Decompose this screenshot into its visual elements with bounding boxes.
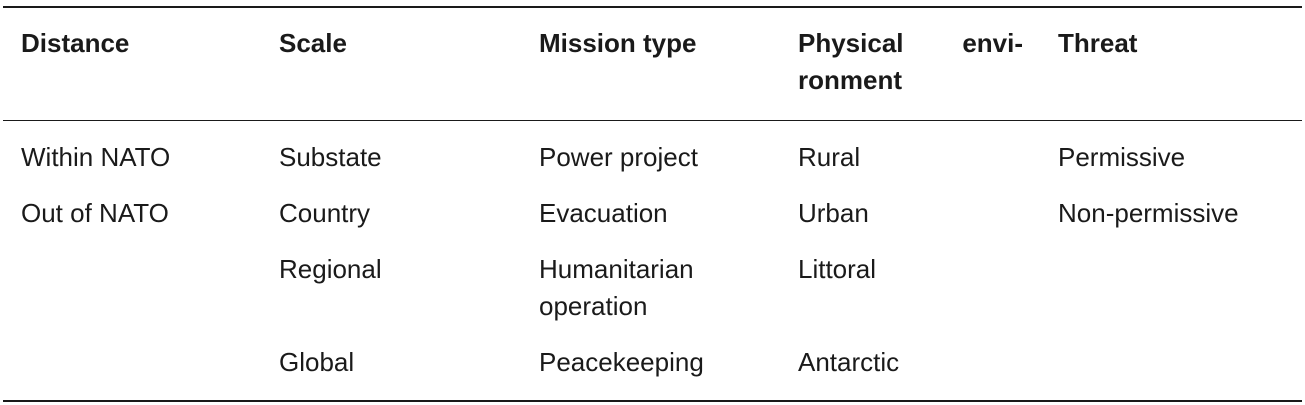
header-ronment-fragment: ronment bbox=[798, 65, 902, 95]
bottom-rule bbox=[3, 400, 1302, 402]
scale-cell: Global bbox=[279, 347, 355, 377]
scale-cell: Country bbox=[279, 198, 371, 228]
header-physical-environment-line1: Physical envi- bbox=[798, 25, 1023, 62]
top-rule bbox=[3, 6, 1302, 8]
header-mission-type: Mission type bbox=[539, 28, 697, 58]
threat-cell: Permissive bbox=[1058, 142, 1186, 172]
header-distance: Distance bbox=[21, 28, 130, 58]
header-envi-fragment: envi- bbox=[962, 28, 1023, 58]
mission-type-cell: Peacekeeping bbox=[539, 347, 704, 377]
distance-cell: Within NATO bbox=[21, 142, 171, 172]
header-scale: Scale bbox=[279, 28, 347, 58]
mission-type-line: Humanitarian bbox=[539, 254, 694, 284]
physical-environment-cell: Rural bbox=[798, 142, 861, 172]
physical-environment-cell: Urban bbox=[798, 198, 869, 228]
distance-cell: Out of NATO bbox=[21, 198, 169, 228]
threat-cell: Non-permissive bbox=[1058, 198, 1239, 228]
physical-environment-cell: Littoral bbox=[798, 254, 877, 284]
header-rule bbox=[3, 120, 1302, 121]
mission-type-cell: Power project bbox=[539, 142, 698, 172]
mission-type-line: operation bbox=[539, 291, 648, 321]
physical-environment-cell: Antarctic bbox=[798, 347, 900, 377]
header-physical-environment: Physical envi- ronment bbox=[798, 25, 1023, 99]
scale-cell: Regional bbox=[279, 254, 382, 284]
mission-type-cell: Evacuation bbox=[539, 198, 668, 228]
scale-cell: Substate bbox=[279, 142, 382, 172]
header-threat: Threat bbox=[1058, 28, 1138, 58]
header-physical-word: Physical bbox=[798, 28, 904, 58]
mission-type-cell: Humanitarian operation bbox=[539, 251, 694, 325]
